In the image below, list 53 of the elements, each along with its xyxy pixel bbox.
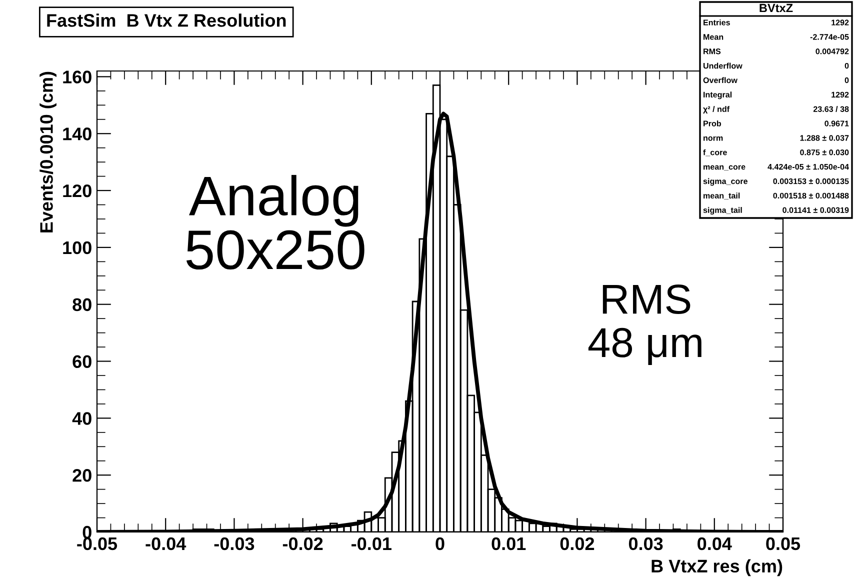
y-tick-label: 100 xyxy=(63,241,92,254)
chart-title: FastSim B Vtx Z Resolution xyxy=(47,14,286,27)
text: RMS xyxy=(704,48,721,54)
annotation: χ² / ndf xyxy=(703,106,730,114)
annotation: sigma_core xyxy=(703,178,748,186)
x-tick-label: -0.02 xyxy=(282,537,323,550)
text: 0 xyxy=(844,62,849,69)
annotation: 0.001518 ± 0.001488 xyxy=(773,192,849,199)
x-tick-label: 0 xyxy=(436,537,444,550)
x-tick-label: -0.04 xyxy=(146,537,186,550)
x-tick-label: -0.01 xyxy=(352,537,392,550)
x-tick-label: -0.03 xyxy=(214,537,254,550)
x-tick-label: 0.05 xyxy=(766,537,800,550)
text: 1292 xyxy=(832,20,849,26)
y-tick-label: 120 xyxy=(63,184,92,198)
x-tick-label: -0.05 xyxy=(77,537,118,550)
y-tick-label: 140 xyxy=(63,128,92,140)
annotation: Prob xyxy=(704,120,722,126)
y-axis-title: Events/0.0010 (cm) xyxy=(40,72,56,232)
text: BVtxZ xyxy=(760,4,793,12)
annotation: 0.003153 ± 0.000135 xyxy=(773,178,849,184)
text: 0.9671 xyxy=(824,120,849,126)
annotation: Overflow xyxy=(703,77,738,84)
text: Entries xyxy=(704,19,730,26)
annotation: Integral xyxy=(704,92,732,100)
y-tick-label: 80 xyxy=(72,298,92,312)
text: Mean xyxy=(704,34,724,40)
text: 0 xyxy=(844,77,849,84)
annotation: norm xyxy=(704,136,723,141)
x-tick-label: 0.04 xyxy=(698,537,732,550)
text: 0.875 ± 0.030 xyxy=(800,150,849,156)
text: 23.63 / 38 xyxy=(813,106,849,112)
annotation: mean_tail xyxy=(704,192,740,200)
y-tick-label: 60 xyxy=(72,355,92,368)
annotation: 4.424e-05 ± 1.050e-04 xyxy=(768,164,849,170)
x-tick-label: 0.03 xyxy=(628,537,663,550)
x-tick-label: 0.02 xyxy=(560,537,594,550)
y-tick-label: 20 xyxy=(72,469,92,482)
text: -2.774e-05 xyxy=(810,34,849,40)
annotation: Analog 50x250 xyxy=(186,174,364,270)
annotation: f_core xyxy=(703,149,727,156)
text: 0.004792 xyxy=(816,48,849,54)
annotation: RMS 48 μm xyxy=(588,284,702,366)
annotation: sigma_tail xyxy=(703,207,742,215)
text: 1292 xyxy=(832,92,849,98)
annotation: 0.01141 ± 0.00319 xyxy=(782,207,849,213)
text: Underflow xyxy=(703,62,742,69)
x-axis-title: B VtxZ res (cm) xyxy=(652,559,782,576)
annotation: mean_core xyxy=(704,165,746,171)
text: 1.288 ± 0.037 xyxy=(800,135,849,141)
y-tick-label: 160 xyxy=(63,70,92,84)
y-tick-label: 40 xyxy=(72,412,92,425)
x-tick-label: 0.01 xyxy=(492,537,526,550)
